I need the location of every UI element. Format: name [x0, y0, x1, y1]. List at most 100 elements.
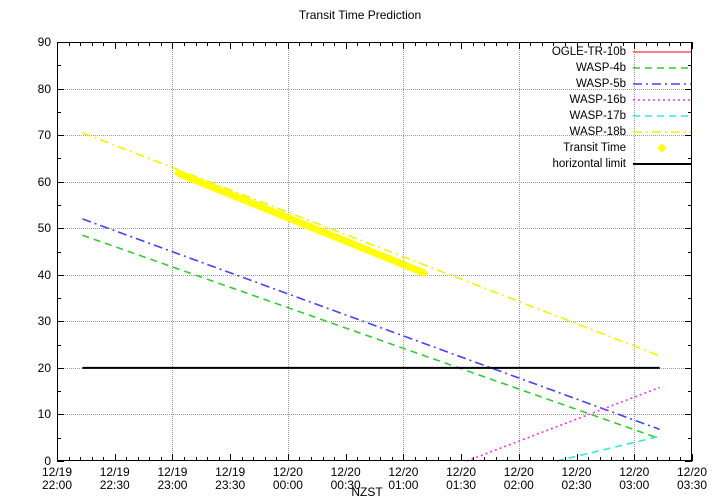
x-tick-time: 01:30 [446, 478, 477, 492]
x-axis-tick-minor [426, 457, 428, 461]
y-axis-tick [685, 228, 692, 230]
legend-swatch-line-dashdot-blue [631, 76, 693, 92]
x-axis-tick-minor [218, 457, 220, 461]
y-axis-tick [685, 367, 692, 369]
x-axis-tick [403, 454, 405, 461]
x-axis-tick-minor [276, 457, 278, 461]
y-axis-tick-minor [57, 298, 61, 300]
x-tick-time: 23:30 [215, 478, 246, 492]
y-axis-tick-minor [688, 204, 692, 206]
x-tick-time: 22:00 [41, 478, 73, 492]
y-axis-tick-minor [688, 251, 692, 253]
legend-item: WASP-5b [528, 76, 693, 92]
gridline-vertical [287, 42, 289, 461]
legend-item: WASP-17b [528, 108, 693, 124]
x-axis-tick-minor [68, 457, 70, 461]
series-line-wasp-4b [82, 234, 660, 440]
x-tick-time: 03:30 [676, 478, 708, 492]
x-axis-tick-minor [380, 42, 382, 46]
legend-item: WASP-4b [528, 60, 693, 76]
x-axis-tick [692, 454, 693, 461]
legend-swatch-marker-diamond-yellow [631, 140, 693, 156]
gridline-horizontal [57, 274, 692, 276]
x-axis-tick [634, 454, 636, 461]
x-axis-tick-minor [426, 42, 428, 46]
x-axis-tick [576, 454, 578, 461]
y-tick-label: 90 [37, 35, 51, 49]
x-axis-tick-minor [264, 457, 266, 461]
x-tick-label: 12/19 22:00 [42, 466, 72, 492]
y-axis-tick-minor [688, 437, 692, 439]
x-axis-tick-minor [368, 42, 370, 46]
x-axis-tick-minor [160, 457, 162, 461]
x-axis-tick-minor [622, 42, 624, 46]
x-axis-tick-minor [668, 42, 670, 46]
series-line-wasp-5b [82, 218, 660, 431]
x-axis-tick-minor [68, 42, 70, 46]
x-axis-tick-minor [241, 42, 243, 46]
legend-item: WASP-18b [528, 124, 693, 140]
x-axis-tick-minor [414, 457, 416, 461]
series-line-wasp-17b [556, 435, 660, 462]
x-tick-label: 12/20 00:00 [273, 466, 303, 492]
y-tick-label: 40 [37, 267, 51, 282]
x-axis-tick-minor [391, 457, 393, 461]
x-axis-tick-minor [495, 42, 497, 46]
chart-legend: OGLE-TR-10b WASP-4b WASP-5b WASP-16b WASP-17… [528, 44, 693, 172]
x-tick-time: 03:00 [619, 478, 650, 492]
x-axis-tick-minor [530, 42, 532, 46]
x-axis-tick-minor [645, 457, 647, 461]
legend-label: WASP-4b [575, 62, 626, 74]
x-axis-tick-minor [207, 457, 209, 461]
x-axis-tick [461, 42, 463, 49]
y-axis-tick [57, 181, 64, 183]
x-tick-time: 01:00 [388, 478, 419, 492]
y-axis-tick [685, 274, 692, 276]
x-axis-tick-minor [80, 457, 82, 461]
y-axis-tick [57, 321, 64, 323]
x-tick-label: 12/19 23:30 [215, 466, 245, 492]
x-tick-date: 12/19 [215, 465, 246, 479]
x-axis-tick-minor [241, 457, 243, 461]
x-axis-tick-minor [565, 42, 566, 46]
y-tick-label: 60 [37, 174, 51, 189]
y-axis-tick-minor [57, 204, 61, 206]
series-line-wasp-16b [466, 386, 660, 462]
x-tick-date: 12/19 [41, 465, 73, 479]
legend-item: horizontal limit [528, 156, 693, 172]
x-axis-tick-minor [137, 457, 139, 461]
x-tick-date: 12/20 [446, 465, 477, 479]
x-axis-tick [287, 454, 289, 461]
x-axis-tick-minor [334, 457, 336, 461]
x-axis-tick-minor [207, 42, 209, 46]
x-axis-tick-minor [311, 42, 312, 46]
legend-item: Transit Time [528, 140, 693, 156]
legend-label: WASP-5b [575, 78, 626, 90]
x-axis-tick [345, 42, 347, 49]
x-axis-tick-minor [195, 457, 197, 461]
y-axis-tick-minor [688, 391, 692, 393]
y-axis-title: Altitude [0, 197, 3, 239]
y-tick-label: 50 [37, 221, 51, 236]
x-axis-tick-minor [149, 457, 151, 461]
x-axis-tick-minor [137, 42, 139, 46]
x-tick-date: 12/20 [676, 465, 708, 479]
x-tick-date: 12/20 [503, 465, 534, 479]
x-axis-tick-minor [276, 42, 278, 46]
x-axis-tick-minor [588, 42, 590, 46]
gridline-vertical [518, 42, 520, 461]
legend-swatch-line-dotted-magenta [631, 92, 693, 108]
x-axis-tick-minor [657, 42, 659, 46]
gridline-horizontal [57, 135, 692, 137]
x-axis-tick-minor [541, 457, 543, 461]
x-tick-date: 12/20 [330, 465, 361, 479]
y-axis-tick [685, 414, 692, 416]
x-axis-tick [230, 454, 232, 461]
y-tick-label: 80 [37, 81, 51, 96]
x-axis-tick-minor [553, 42, 555, 46]
x-axis-tick-minor [680, 457, 682, 461]
x-axis-tick-minor [253, 42, 255, 46]
x-axis-tick-minor [449, 457, 451, 461]
x-axis-tick-minor [322, 42, 324, 46]
